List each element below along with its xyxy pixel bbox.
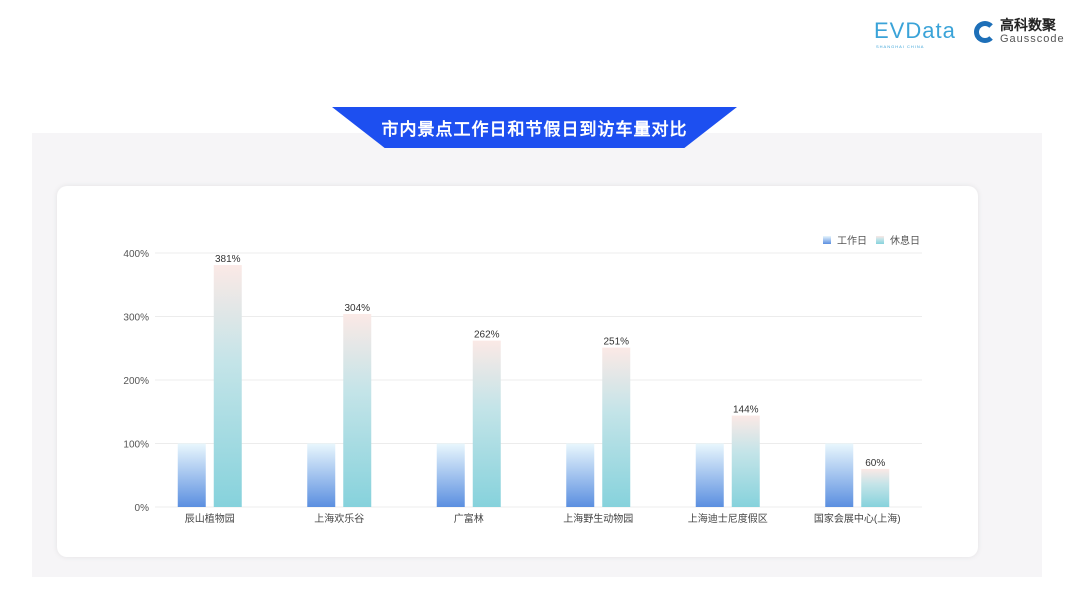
bar-workday bbox=[695, 443, 724, 507]
data-label: 381% bbox=[215, 254, 241, 265]
x-tick-label: 辰山植物园 bbox=[185, 512, 235, 525]
data-label: 262% bbox=[474, 330, 500, 341]
bar-workday bbox=[177, 443, 206, 507]
chart-card bbox=[57, 186, 978, 557]
data-label: 304% bbox=[344, 303, 370, 314]
x-tick-label: 上海欢乐谷 bbox=[314, 512, 364, 525]
bar-holiday bbox=[602, 347, 631, 507]
legend-label: 休息日 bbox=[890, 234, 920, 247]
evdata-logo-sub: SHANGHAI CHINA bbox=[876, 44, 925, 49]
bar-holiday bbox=[472, 340, 501, 507]
x-tick-label: 上海迪士尼度假区 bbox=[688, 512, 768, 525]
y-tick-label: 400% bbox=[123, 249, 149, 260]
y-tick-label: 0% bbox=[135, 503, 150, 514]
gausscode-en: Gausscode bbox=[1000, 33, 1065, 45]
bar-holiday bbox=[213, 265, 242, 507]
legend-swatch bbox=[823, 236, 831, 244]
x-tick-label: 广富林 bbox=[454, 512, 484, 525]
bar-holiday bbox=[343, 313, 372, 507]
evdata-logo-text: EVData bbox=[874, 18, 956, 43]
title-banner: 市内景点工作日和节假日到访车量对比 bbox=[332, 107, 737, 148]
evdata-logo: EVData SHANGHAI CHINA bbox=[874, 18, 956, 49]
y-tick-label: 300% bbox=[123, 313, 149, 324]
x-tick-label: 上海野生动物园 bbox=[563, 512, 633, 525]
legend-swatch bbox=[876, 236, 884, 244]
data-label: 251% bbox=[603, 337, 629, 348]
data-label: 144% bbox=[733, 405, 759, 416]
bar-workday bbox=[307, 443, 336, 507]
gausscode-logo: 高科数聚 Gausscode bbox=[974, 18, 1065, 45]
gausscode-mark-icon bbox=[974, 20, 996, 43]
bar-holiday bbox=[731, 415, 760, 507]
gausscode-cn: 高科数聚 bbox=[1000, 17, 1056, 33]
x-tick-label: 国家会展中心(上海) bbox=[814, 512, 901, 525]
data-label: 60% bbox=[865, 458, 885, 469]
bar-workday bbox=[436, 443, 465, 507]
bar-holiday bbox=[861, 468, 890, 507]
bar-workday bbox=[825, 443, 854, 507]
bar-workday bbox=[566, 443, 595, 507]
y-tick-label: 200% bbox=[123, 376, 149, 387]
y-tick-label: 100% bbox=[123, 440, 149, 451]
legend-label: 工作日 bbox=[837, 235, 867, 247]
